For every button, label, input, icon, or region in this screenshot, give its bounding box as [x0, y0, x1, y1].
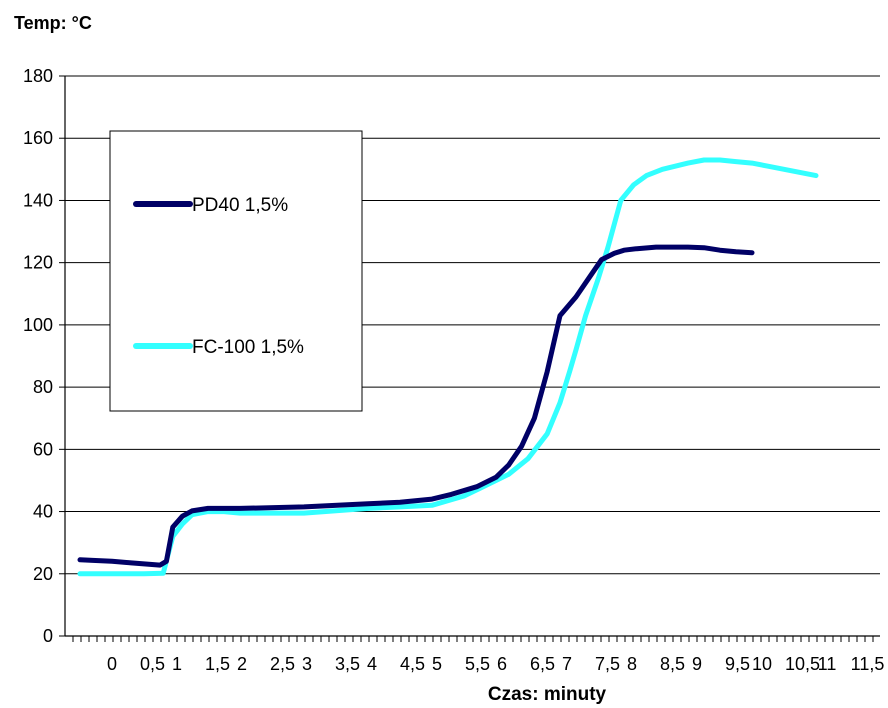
legend-label: FC-100 1,5%	[192, 337, 304, 358]
x-tick-label: 4	[367, 654, 377, 674]
x-tick-label: 5	[432, 654, 442, 674]
x-tick-label: 1	[172, 654, 182, 674]
series-line-fc100	[77, 157, 819, 577]
x-tick-label: 10,5	[785, 654, 820, 674]
y-tick-label: 100	[23, 315, 53, 335]
x-tick-label: 9,5	[725, 654, 750, 674]
legend-label: PD40 1,5%	[192, 195, 288, 216]
x-tick-label: 6	[497, 654, 507, 674]
y-tick-label: 60	[33, 439, 53, 459]
legend-box	[109, 130, 363, 412]
y-tick-label: 0	[43, 626, 53, 646]
series-line-pd40	[77, 244, 755, 568]
x-tick-label: 4,5	[400, 654, 425, 674]
y-tick-label: 20	[33, 564, 53, 584]
y-tick-label: 80	[33, 377, 53, 397]
x-tick-label: 7	[562, 654, 572, 674]
x-tick-label: 9	[692, 654, 702, 674]
x-tick-label: 10	[752, 654, 772, 674]
x-tick-label: 6,5	[530, 654, 555, 674]
x-tick-label: 2	[237, 654, 247, 674]
x-tick-label: 5,5	[465, 654, 490, 674]
y-tick-label: 40	[33, 502, 53, 522]
y-axis-unit-label: Temp: °C	[14, 13, 92, 33]
x-tick-label: 8	[627, 654, 637, 674]
x-tick-label: 0,5	[140, 654, 165, 674]
x-tick-label: 0	[107, 654, 117, 674]
x-tick-label: 2,5	[270, 654, 295, 674]
x-axis-title: Czas: minuty	[488, 684, 607, 705]
y-tick-label: 160	[23, 128, 53, 148]
x-tick-label: 1,5	[205, 654, 230, 674]
y-tick-label: 180	[23, 66, 53, 86]
x-tick-label: 3	[302, 654, 312, 674]
y-tick-label: 140	[23, 190, 53, 210]
y-tick-label: 120	[23, 253, 53, 273]
x-tick-label: 7,5	[595, 654, 620, 674]
x-tick-label: 8,5	[660, 654, 685, 674]
x-tick-label: 11	[818, 654, 837, 674]
x-tick-label: 11,5	[851, 654, 885, 674]
x-tick-label: 3,5	[335, 654, 360, 674]
